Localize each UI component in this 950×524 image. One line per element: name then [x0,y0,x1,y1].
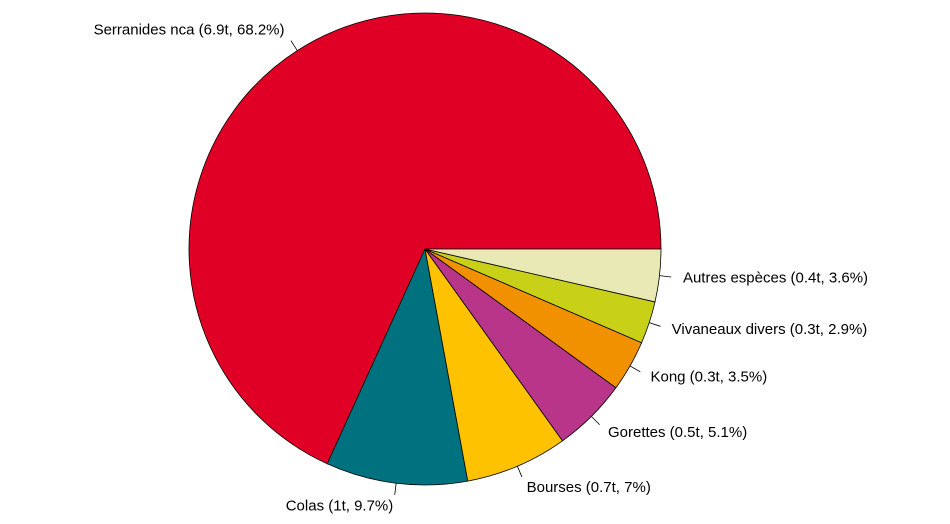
slice-label: Gorettes (0.5t, 5.1%) [608,424,747,441]
leader-line [591,416,600,426]
slice-label: Kong (0.3t, 3.5%) [650,369,767,386]
slice-label: Bourses (0.7t, 7%) [527,479,651,496]
leader-line [516,466,523,478]
leader-line [629,365,641,373]
leader-line [659,275,672,278]
slice-label: Serranides nca (6.9t, 68.2%) [94,22,285,39]
leader-line [290,40,298,51]
pie-slice [424,248,564,482]
pie-slice [424,248,662,303]
slice-label: Colas (1t, 9.7%) [286,498,394,515]
slice-label: Vivaneaux divers (0.3t, 2.9%) [672,321,868,338]
slice-label: Autres espèces (0.4t, 3.6%) [683,269,868,286]
leader-line [394,483,397,495]
pie-slice [188,12,662,465]
leader-line [649,322,661,327]
